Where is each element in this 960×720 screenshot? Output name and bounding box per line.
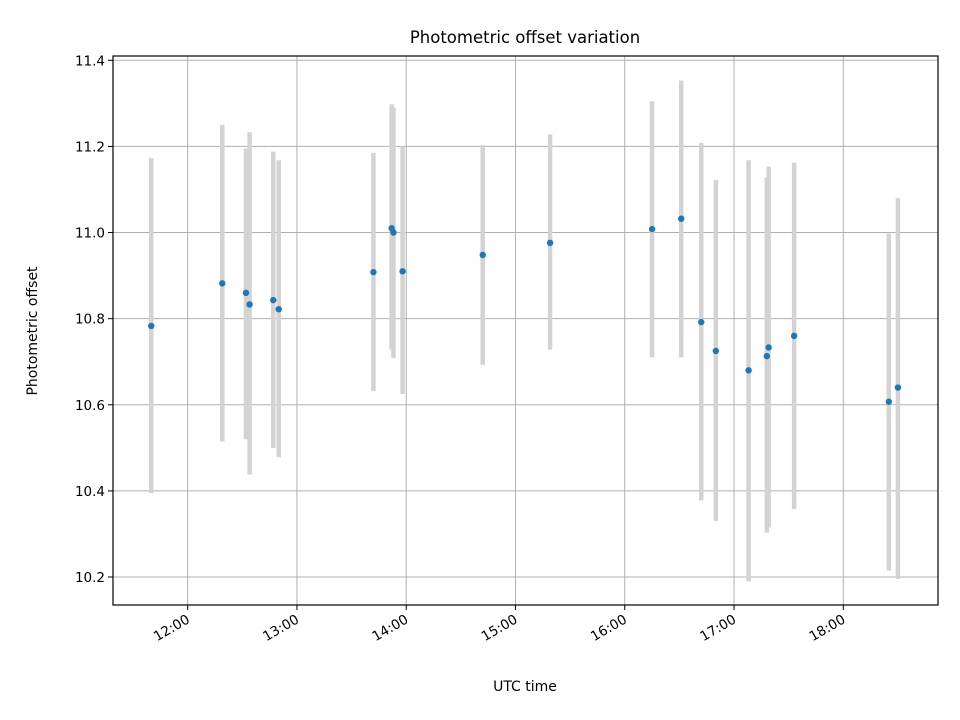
data-point <box>546 239 554 247</box>
x-axis-label: UTC time <box>493 679 557 695</box>
data-point <box>370 268 377 276</box>
data-point <box>479 251 486 259</box>
plot-frame <box>112 55 939 606</box>
y-tick-label: 10.4 <box>75 484 105 500</box>
data-point <box>698 318 705 326</box>
data-point <box>678 215 685 222</box>
data-point <box>745 367 752 374</box>
y-tick-label: 10.8 <box>75 312 105 328</box>
data-point <box>894 384 902 391</box>
data-point <box>885 398 893 405</box>
chart-title: Photometric offset variation <box>410 28 640 47</box>
data-point <box>148 322 155 330</box>
data-point <box>399 268 406 275</box>
data-point <box>242 289 250 297</box>
y-tick-label: 10.6 <box>75 398 105 414</box>
data-point <box>246 301 253 308</box>
data-point <box>648 225 656 233</box>
data-point <box>765 344 772 351</box>
data-point <box>763 352 771 360</box>
data-point <box>270 296 277 304</box>
data-point <box>390 229 397 236</box>
data-point <box>790 332 798 340</box>
y-tick-label: 11.4 <box>75 53 105 69</box>
y-axis-label: Photometric offset <box>25 266 41 396</box>
y-tick-label: 11.2 <box>75 139 105 155</box>
data-point <box>275 305 282 313</box>
data-point <box>712 347 720 355</box>
y-tick-label: 11.0 <box>75 226 105 242</box>
data-point <box>219 280 226 287</box>
y-axis-ticks: 10.2 10.4 10.6 10.8 11.0 11.2 11.4 <box>75 53 113 586</box>
y-tick-label: 10.2 <box>75 570 105 586</box>
data-points <box>148 215 902 405</box>
